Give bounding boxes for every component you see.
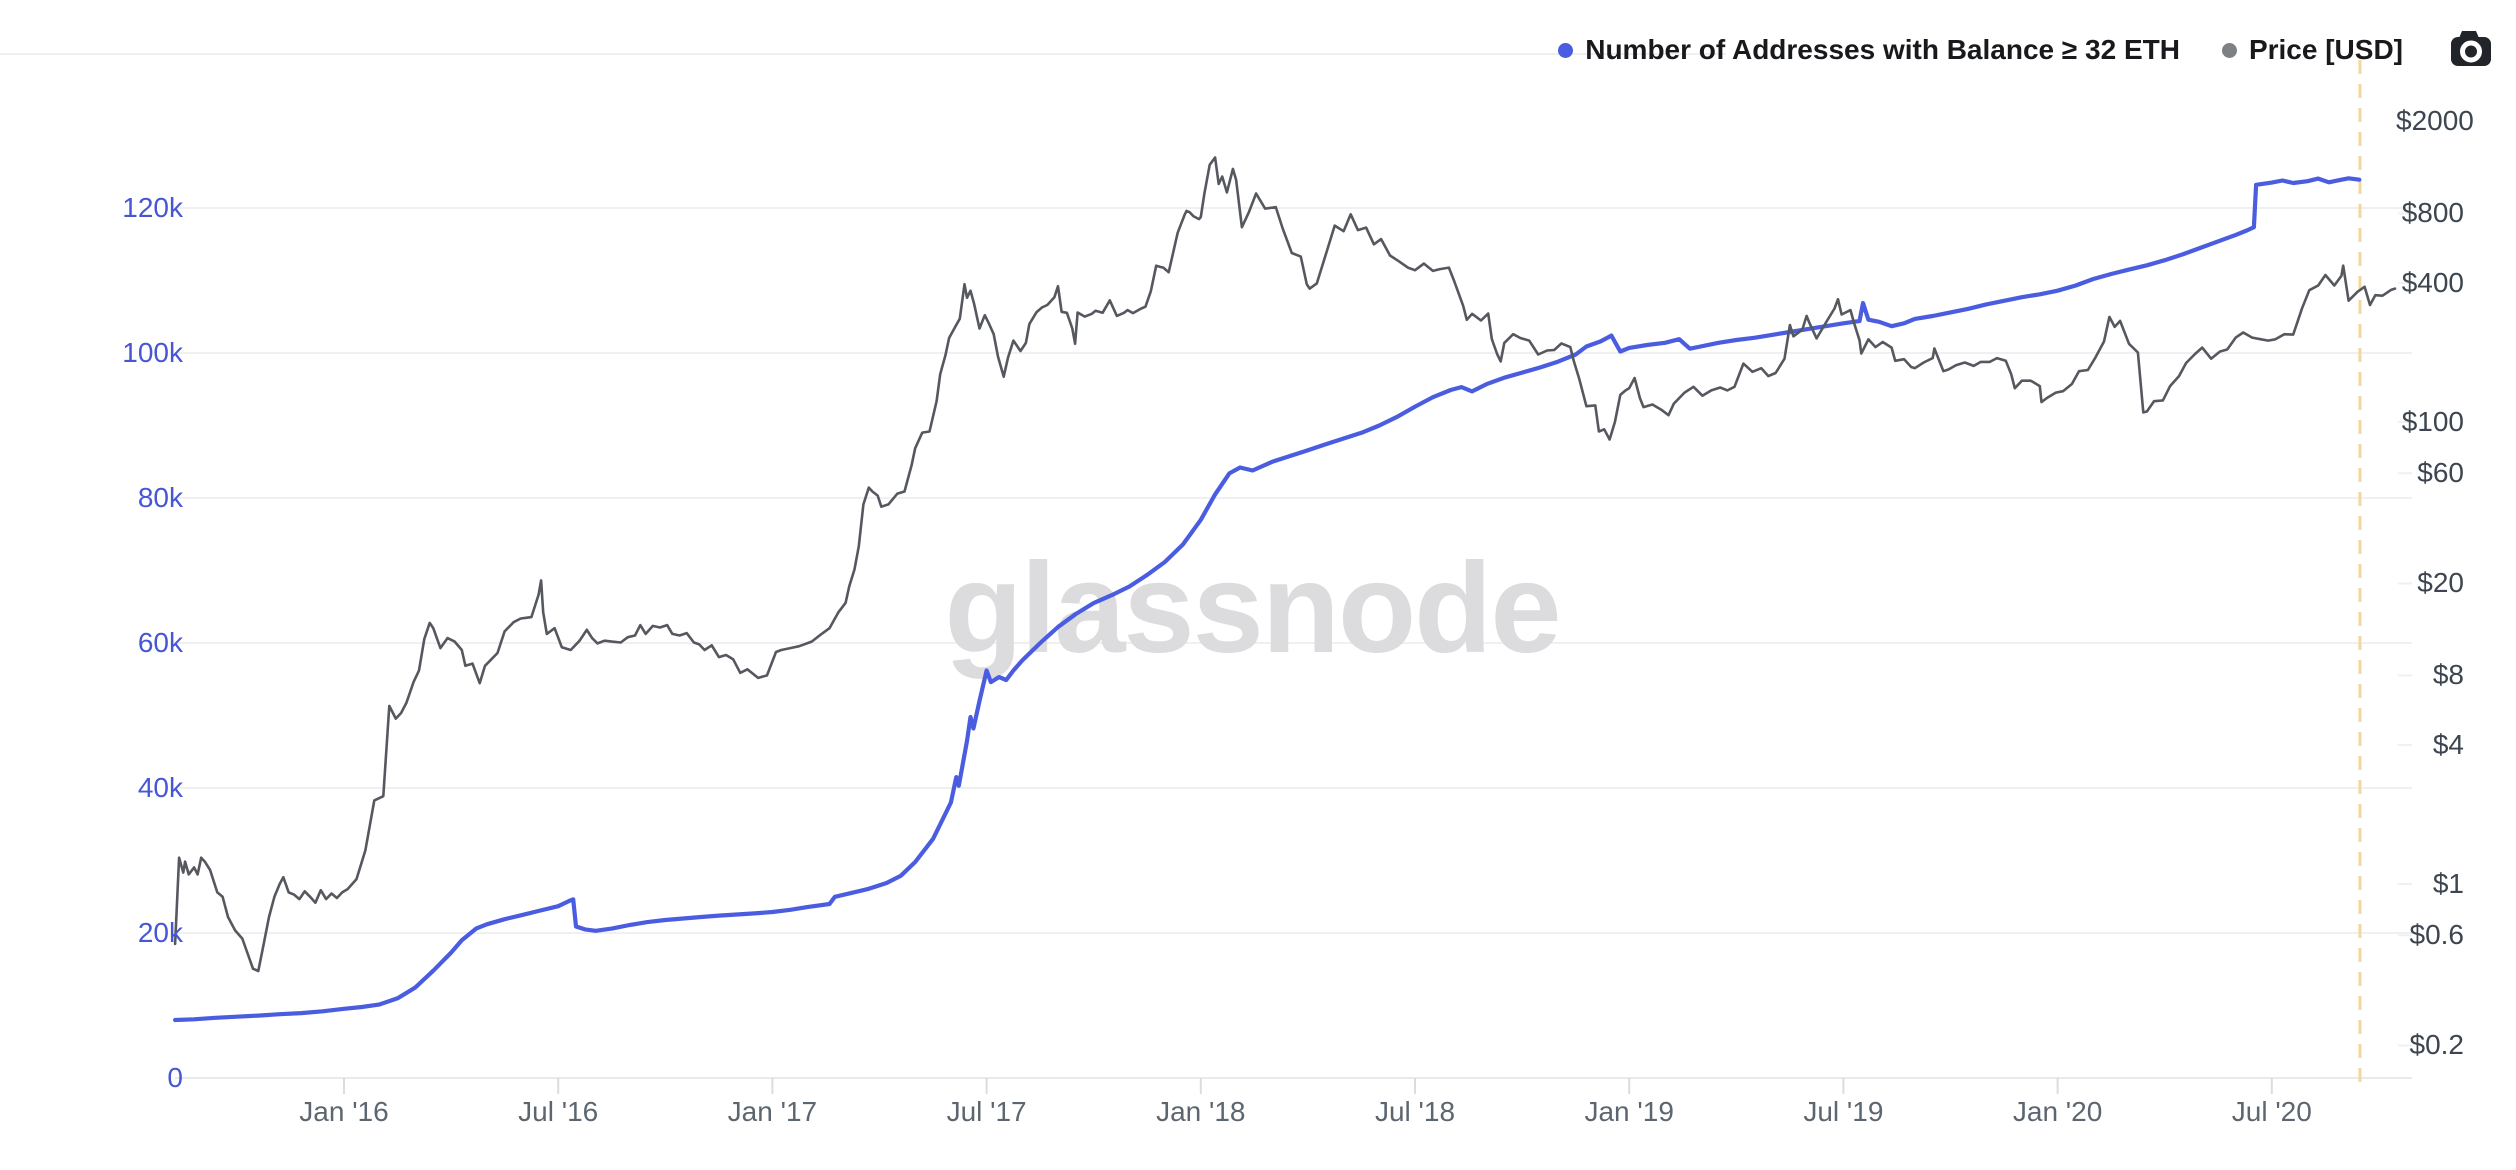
x-axis-label: Jan '16 [299, 1096, 389, 1127]
y-axis-left-label: 40k [137, 772, 183, 803]
x-axis-label: Jan '18 [1156, 1096, 1246, 1127]
x-axis-label: Jan '17 [727, 1096, 818, 1127]
addresses-series-line [173, 176, 2362, 1023]
y-axis-right-label: $1 [2432, 868, 2464, 899]
y-axis-left-label: 20k [137, 917, 183, 948]
chart-plot-area[interactable] [175, 60, 2412, 1084]
camera-icon [2451, 31, 2491, 66]
x-axis-label: Jul '20 [2231, 1096, 2312, 1127]
y-axis-right-label: $0.6 [2409, 919, 2465, 951]
price-series-dot-icon [2221, 42, 2237, 58]
y-axis-left-label: 80k [137, 482, 183, 513]
y-axis-right-label: $60 [2417, 457, 2464, 489]
x-axis-label: Jul '19 [1803, 1096, 1884, 1127]
legend-item-price[interactable]: Price [USD] [2221, 34, 2403, 66]
y-axis-right-label: $0.2 [2409, 1029, 2465, 1061]
legend-label-addresses: Number of Addresses with Balance ≥ 32 ET… [1585, 34, 2180, 65]
y-axis-right-label: $400 [2401, 266, 2464, 298]
addresses-series-dot-icon [1558, 42, 1574, 58]
x-axis-label: Jan '19 [1584, 1096, 1674, 1127]
y-axis-right-label: $800 [2401, 197, 2464, 229]
legend-item-addresses[interactable]: Number of Addresses with Balance ≥ 32 ET… [1558, 34, 2180, 66]
x-axis-label: Jul '17 [946, 1096, 1027, 1127]
camera-snapshot-button[interactable] [2447, 28, 2495, 72]
x-axis-label: Jul '16 [518, 1096, 599, 1127]
y-axis-left-label: 100k [122, 337, 183, 368]
header-divider [0, 53, 1726, 55]
price-series-line [173, 156, 2397, 973]
legend-label-price: Price [USD] [2248, 34, 2403, 65]
y-axis-right-label: $4 [2432, 728, 2464, 760]
y-axis-left-label: 0 [167, 1062, 183, 1093]
y-axis-right-label: $100 [2401, 406, 2464, 437]
y-axis-left-label: 60k [137, 627, 183, 658]
y-axis-right-label: $20 [2417, 567, 2464, 599]
x-axis-label: Jan '20 [2012, 1096, 2103, 1127]
y-axis-right-label: $8 [2432, 659, 2464, 691]
x-axis-label: Jul '18 [1374, 1096, 1456, 1127]
glassnode-watermark: glassnode [944, 537, 1559, 680]
chart-legend: Number of Addresses with Balance ≥ 32 ET… [1558, 30, 2495, 70]
y-axis-left-label: 120k [122, 192, 183, 223]
y-axis-right-label: $2000 [2396, 105, 2474, 137]
